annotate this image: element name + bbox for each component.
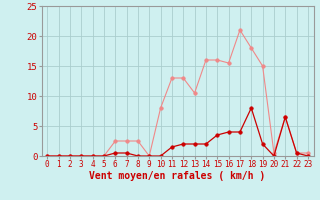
X-axis label: Vent moyen/en rafales ( km/h ): Vent moyen/en rafales ( km/h ) xyxy=(90,171,266,181)
